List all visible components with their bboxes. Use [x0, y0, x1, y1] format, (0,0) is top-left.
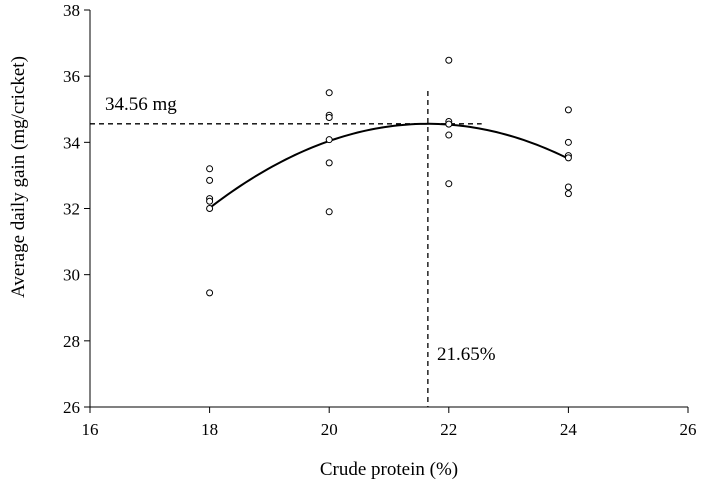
optimum-protein-annotation: 21.65%	[437, 344, 496, 365]
x-tick-label: 18	[201, 420, 218, 439]
x-tick-label: 22	[440, 420, 457, 439]
x-tick-label: 24	[560, 420, 578, 439]
y-axis-title: Average daily gain (mg/cricket)	[8, 56, 29, 298]
x-axis-title: Crude protein (%)	[320, 459, 458, 480]
data-point	[325, 159, 333, 167]
quadratic-fit-curve	[208, 122, 569, 209]
data-point	[445, 56, 453, 64]
data-point	[564, 154, 572, 162]
data-point	[564, 106, 572, 114]
data-point	[325, 89, 333, 97]
data-point	[206, 197, 214, 205]
y-tick-label: 32	[63, 200, 80, 219]
x-tick-label: 20	[321, 420, 338, 439]
y-tick-label: 28	[63, 332, 80, 351]
x-tick-label: 16	[82, 420, 99, 439]
data-point	[445, 131, 453, 139]
data-point	[206, 289, 214, 297]
y-tick-label: 38	[63, 1, 80, 20]
max-gain-annotation: 34.56 mg	[105, 94, 177, 115]
data-point	[325, 208, 333, 216]
data-point	[445, 120, 453, 128]
y-tick-label: 30	[63, 266, 80, 285]
plot-area: 26 28 30 32 34 36 38 16 18 20 22 24 26	[63, 1, 697, 439]
y-tick-label: 36	[63, 67, 80, 86]
data-point	[445, 180, 453, 188]
data-point	[564, 138, 572, 146]
data-point	[325, 136, 333, 144]
data-point	[206, 176, 214, 184]
data-point	[564, 183, 572, 191]
x-tick-label: 26	[680, 420, 697, 439]
data-point	[325, 114, 333, 122]
y-tick-label: 26	[63, 398, 80, 417]
data-point	[206, 205, 214, 212]
data-point	[206, 165, 214, 173]
data-point	[564, 190, 572, 198]
y-tick-label: 34	[63, 133, 81, 152]
